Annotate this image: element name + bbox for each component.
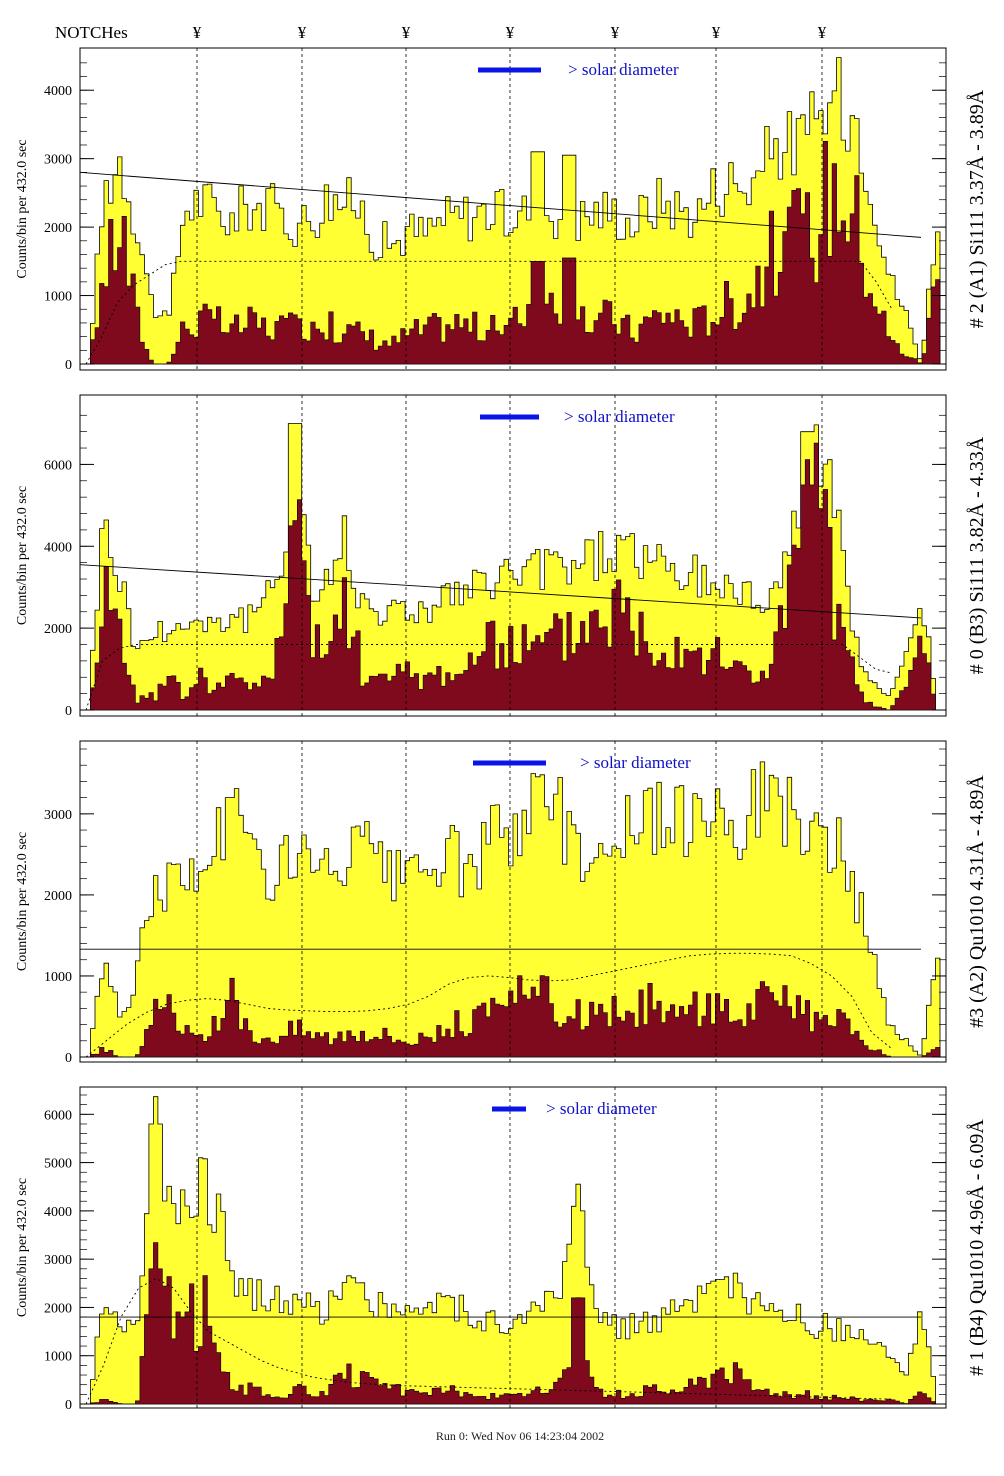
y-tick-label: 3000	[44, 808, 72, 823]
y-tick-label: 2000	[44, 889, 72, 904]
plot-frame	[79, 394, 947, 717]
plot-frame	[79, 1086, 947, 1409]
y-axis-label: Counts/bin per 432.0 sec	[15, 139, 30, 278]
notch-symbol-4: ¥	[506, 23, 515, 42]
y-tick-label: 6000	[44, 458, 72, 473]
notch-symbol-6: ¥	[712, 23, 721, 42]
y-tick-label: 5000	[44, 1157, 72, 1172]
notches-label: NOTCHes	[55, 23, 128, 42]
notch-symbol-1: ¥	[193, 23, 202, 42]
detector-label: # 2 (A1) Si111 3.37Å - 3.89Å	[966, 89, 988, 328]
y-tick-label: 2000	[44, 1301, 72, 1316]
run-timestamp: Run 0: Wed Nov 06 14:23:04 2002	[436, 1429, 604, 1443]
notch-markers: ¥ ¥ ¥ ¥ ¥ ¥ ¥	[193, 23, 827, 42]
y-tick-label: 6000	[44, 1108, 72, 1123]
notch-symbol-2: ¥	[298, 23, 307, 42]
y-axis-label: Counts/bin per 432.0 sec	[15, 832, 30, 971]
y-tick-label: 1000	[44, 290, 72, 305]
histogram-detected	[86, 1242, 940, 1405]
notch-symbol-7: ¥	[818, 23, 827, 42]
notch-symbol-3: ¥	[402, 23, 411, 42]
histogram-total	[86, 761, 941, 1058]
fit-line	[79, 564, 922, 619]
y-tick-label: 0	[65, 1398, 72, 1413]
background-curve	[85, 644, 893, 711]
y-tick-label: 0	[65, 704, 72, 719]
fit-line	[79, 171, 922, 238]
panel-1: 0 1000 2000 3000 4000 Counts/bin per 432.0 se…	[15, 47, 988, 373]
plot-frame	[79, 740, 947, 1063]
legend-label: > solar diameter	[546, 1099, 657, 1118]
y-tick-label: 3000	[44, 153, 72, 168]
y-tick-label: 4000	[44, 540, 72, 555]
y-axis-label: Counts/bin per 432.0 sec	[15, 486, 30, 625]
background-curve	[85, 952, 893, 1058]
plot-frame	[79, 47, 947, 371]
y-tick-label: 2000	[44, 622, 72, 637]
y-tick-label: 4000	[44, 1205, 72, 1220]
legend-label: > solar diameter	[568, 60, 679, 79]
detector-label: #3 (A2) Qu1010 4.31Å - 4.89Å	[966, 775, 988, 1028]
legend-label: > solar diameter	[580, 753, 691, 772]
panel-2: 0 2000 4000 6000 Counts/bin per 432.0 sec # 0…	[15, 394, 988, 719]
panel-4: 0 1000 2000 3000 4000 5000 6000 Counts/bin per …	[15, 1086, 988, 1413]
y-tick-label: 1000	[44, 1350, 72, 1365]
notch-symbol-5: ¥	[611, 23, 620, 42]
detector-label: # 1 (B4) Qu1010 4.96Å - 6.09Å	[966, 1119, 988, 1376]
histogram-detected	[86, 975, 941, 1058]
background-curve	[85, 260, 893, 365]
detector-label: # 0 (B3) Si111 3.82Å - 4.33Å	[966, 436, 988, 674]
y-tick-label: 3000	[44, 1253, 72, 1268]
y-tick-label: 1000	[44, 970, 72, 985]
legend-label: > solar diameter	[564, 407, 675, 426]
y-tick-label: 4000	[44, 84, 72, 99]
y-tick-label: 0	[65, 358, 72, 373]
histogram-detected	[86, 141, 941, 365]
y-tick-label: 0	[65, 1051, 72, 1066]
y-tick-label: 2000	[44, 221, 72, 236]
histogram-total	[86, 1096, 940, 1405]
panel-3: 0 1000 2000 3000 Counts/bin per 432.0 sec #3 …	[15, 740, 988, 1066]
y-axis-label: Counts/bin per 432.0 sec	[15, 1178, 30, 1317]
histogram-detected	[86, 442, 940, 711]
background-curve	[85, 1277, 893, 1405]
panels: 0 1000 2000 3000 4000 Counts/bin per 432.0 se…	[15, 47, 988, 1413]
